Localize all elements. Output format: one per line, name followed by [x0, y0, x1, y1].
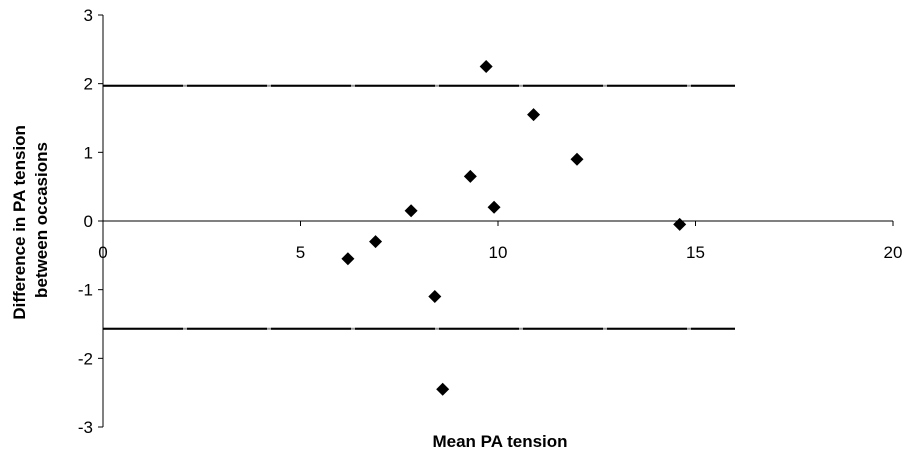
y-axis-title-line-1: Difference in PA tension: [10, 125, 29, 320]
tick-labels: -3 -2 -1 0 1 2 3 0 5 10 15 20: [78, 6, 903, 437]
data-point: [428, 290, 442, 304]
y-tick-label: -3: [78, 418, 93, 437]
data-point: [570, 152, 584, 166]
x-tick-label: 10: [489, 243, 508, 262]
data-point: [404, 204, 418, 218]
y-axis-title: Difference in PA tension between occasio…: [10, 120, 51, 319]
x-tick-label: 0: [98, 243, 107, 262]
y-axis-title-line-2: between occasions: [32, 142, 51, 298]
x-tick-label: 15: [686, 243, 705, 262]
y-tick-label: -2: [78, 349, 93, 368]
data-point: [436, 382, 450, 396]
x-tick-label: 20: [884, 243, 903, 262]
data-point: [341, 252, 355, 266]
y-tick-label: 1: [84, 143, 93, 162]
data-point: [673, 217, 687, 231]
y-tick-label: -1: [78, 281, 93, 300]
x-tick-label: 5: [296, 243, 305, 262]
y-tick-label: 0: [84, 212, 93, 231]
data-point: [479, 60, 493, 73]
data-point: [369, 235, 383, 249]
data-point: [463, 169, 477, 183]
data-points: [341, 60, 687, 396]
reference-lines: [103, 84, 735, 330]
x-axis-title: Mean PA tension: [432, 432, 567, 451]
data-point: [527, 108, 541, 122]
data-point: [487, 200, 501, 214]
y-tick-label: 3: [84, 6, 93, 25]
y-tick-label: 2: [84, 75, 93, 94]
axes: [98, 14, 894, 428]
